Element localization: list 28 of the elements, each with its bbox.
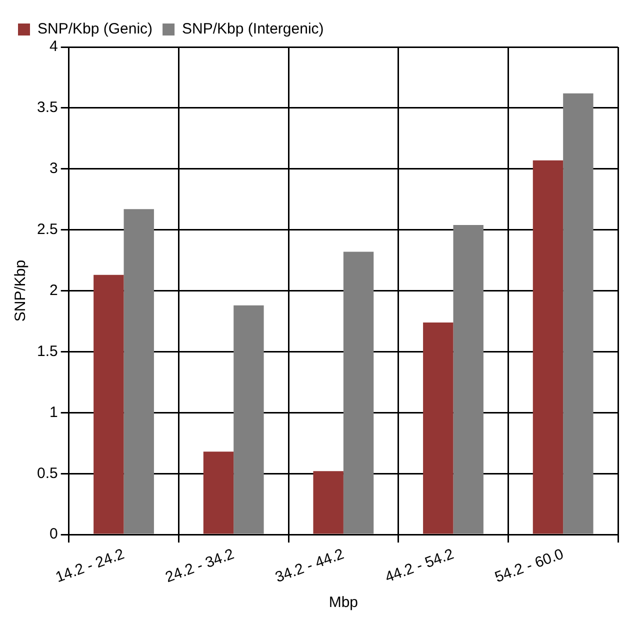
- x-tick-label: 44.2 - 54.2: [382, 546, 456, 586]
- bar: [423, 322, 454, 534]
- legend-label: SNP/Kbp (Genic): [38, 20, 153, 38]
- y-tick-label: 0: [50, 526, 58, 543]
- bar: [203, 452, 234, 534]
- x-tick-label: 34.2 - 44.2: [273, 546, 346, 586]
- bar: [234, 305, 264, 534]
- y-tick-label: 4: [50, 38, 58, 56]
- x-tick-label: 14.2 - 24.2: [53, 546, 127, 586]
- bar: [124, 209, 154, 534]
- y-tick-label: 1.5: [36, 342, 58, 360]
- y-tick-label: 3: [50, 160, 58, 178]
- bar: [313, 471, 344, 534]
- bar: [343, 252, 374, 534]
- bar: [563, 93, 594, 534]
- y-tick-label: 2.5: [36, 220, 58, 238]
- x-tick-label: 54.2 - 60.0: [492, 546, 566, 586]
- bar: [532, 160, 564, 534]
- x-tick-label: 24.2 - 34.2: [163, 546, 236, 586]
- legend-label: SNP/Kbp (Intergenic): [182, 20, 324, 38]
- bar: [94, 274, 124, 534]
- x-axis-title: Mbp: [328, 594, 358, 612]
- y-tick-label: 1: [50, 404, 58, 421]
- bar: [453, 224, 484, 534]
- y-tick-label: 2: [50, 282, 58, 299]
- y-tick-label: 3.5: [36, 99, 58, 116]
- y-tick-label: 0.5: [36, 464, 58, 482]
- y-axis-title: SNP/Kbp: [12, 260, 30, 322]
